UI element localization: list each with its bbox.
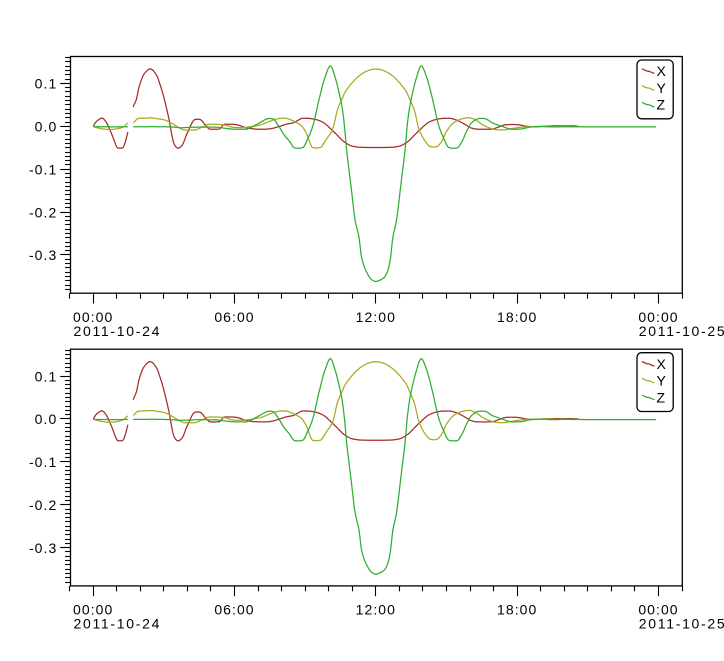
svg-text:12:00: 12:00 xyxy=(356,602,396,618)
svg-text:0.0: 0.0 xyxy=(35,119,58,135)
svg-text:18:00: 18:00 xyxy=(497,309,537,325)
svg-text:-0.3: -0.3 xyxy=(29,540,57,556)
svg-text:2011-10-24: 2011-10-24 xyxy=(74,616,162,632)
svg-text:00:00: 00:00 xyxy=(638,602,678,618)
svg-text:00:00: 00:00 xyxy=(73,309,113,325)
svg-text:00:00: 00:00 xyxy=(638,309,678,325)
svg-text:0.0: 0.0 xyxy=(35,411,58,427)
svg-text:06:00: 06:00 xyxy=(214,309,254,325)
svg-text:X: X xyxy=(657,63,667,79)
svg-text:-0.3: -0.3 xyxy=(29,247,57,263)
svg-text:Y: Y xyxy=(657,80,667,96)
svg-text:X: X xyxy=(657,356,667,372)
svg-text:06:00: 06:00 xyxy=(214,602,254,618)
svg-text:2011-10-24: 2011-10-24 xyxy=(74,323,162,339)
svg-text:Y: Y xyxy=(657,373,667,389)
svg-text:-0.2: -0.2 xyxy=(29,497,57,513)
svg-text:-0.2: -0.2 xyxy=(29,204,57,220)
svg-text:2011-10-25: 2011-10-25 xyxy=(639,616,724,632)
svg-text:-0.1: -0.1 xyxy=(29,454,57,470)
svg-text:12:00: 12:00 xyxy=(356,309,396,325)
svg-text:0.1: 0.1 xyxy=(35,368,58,384)
svg-text:2011-10-25: 2011-10-25 xyxy=(639,323,724,339)
svg-text:Z: Z xyxy=(657,389,667,405)
svg-text:-0.1: -0.1 xyxy=(29,161,57,177)
svg-text:Z: Z xyxy=(657,97,667,113)
svg-text:00:00: 00:00 xyxy=(73,602,113,618)
svg-text:18:00: 18:00 xyxy=(497,602,537,618)
svg-text:0.1: 0.1 xyxy=(35,76,58,92)
